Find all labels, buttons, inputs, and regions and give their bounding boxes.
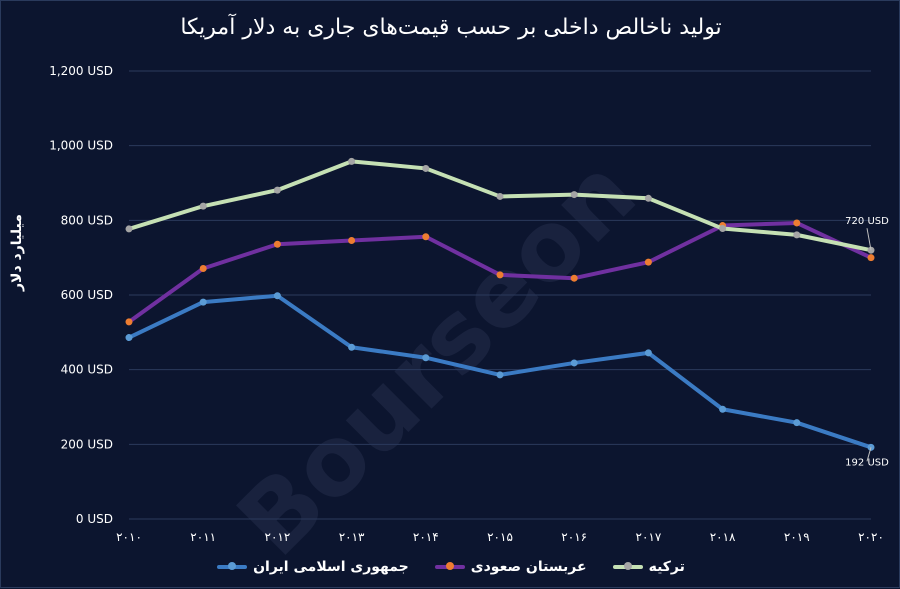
legend-marker	[228, 562, 237, 570]
legend-swatch	[217, 562, 248, 570]
data-point	[793, 419, 801, 427]
y-tick-label: 1,000 USD	[49, 139, 113, 153]
data-point	[199, 298, 207, 306]
data-point	[719, 405, 727, 413]
x-tick-label: ۲۰۱۰	[116, 530, 142, 544]
legend-swatch	[434, 562, 465, 570]
chart-title: تولید ناخالص داخلی بر حسب قیمت‌های جاری …	[180, 15, 722, 40]
data-point	[570, 191, 578, 199]
data-point	[644, 258, 652, 266]
data-point	[125, 318, 133, 326]
data-point	[125, 225, 133, 233]
x-tick-label: ۲۰۱۹	[784, 530, 810, 544]
x-tick-label: ۲۰۲۰	[858, 530, 884, 544]
data-label: 720 USD	[845, 216, 889, 227]
legend-item: جمهوری اسلامی ایران	[217, 559, 409, 575]
x-tick-label: ۲۰۱۱	[190, 530, 216, 544]
data-point	[422, 164, 430, 172]
data-point	[867, 254, 875, 262]
data-point	[273, 292, 281, 300]
data-point	[273, 186, 281, 194]
legend-item: عربستان صعودی	[434, 559, 587, 575]
data-point	[422, 233, 430, 241]
y-tick-label: 800 USD	[61, 213, 113, 227]
legend-label: جمهوری اسلامی ایران	[253, 559, 409, 575]
data-point	[199, 264, 207, 272]
annotation-leader	[866, 228, 872, 251]
x-tick-label: ۲۰۱۳	[339, 530, 365, 544]
x-tick-label: ۲۰۱۷	[636, 530, 662, 544]
x-tick-label: ۲۰۱۴	[413, 530, 439, 544]
x-tick-label: ۲۰۱۶	[561, 530, 587, 544]
x-tick-label: ۲۰۱۵	[487, 530, 513, 544]
legend-marker	[623, 562, 632, 570]
y-tick-label: 600 USD	[61, 288, 113, 302]
legend-marker	[445, 562, 454, 570]
legend: جمهوری اسلامی ایران عربستان صعودی ترکیه	[1, 559, 900, 575]
data-point	[644, 194, 652, 202]
data-point	[644, 349, 652, 357]
data-point	[199, 202, 207, 210]
data-point	[719, 225, 727, 233]
data-point	[570, 359, 578, 367]
y-tick-label: 0 USD	[76, 512, 113, 526]
data-point	[348, 236, 356, 244]
legend-item: ترکیه	[612, 559, 685, 575]
data-point	[496, 192, 504, 200]
data-point	[273, 240, 281, 248]
data-label: 192 USD	[845, 457, 889, 468]
data-point	[793, 231, 801, 239]
data-point	[348, 157, 356, 165]
y-tick-label: 200 USD	[61, 437, 113, 451]
data-point	[496, 371, 504, 379]
x-tick-label: ۲۰۱۲	[265, 530, 291, 544]
data-point	[422, 354, 430, 362]
legend-label: عربستان صعودی	[470, 559, 587, 575]
legend-label: ترکیه	[648, 559, 685, 575]
data-point	[125, 334, 133, 342]
data-point	[570, 274, 578, 282]
annotation-leader	[866, 447, 872, 462]
legend-swatch	[612, 562, 643, 570]
data-point	[496, 271, 504, 279]
y-tick-label: 1,200 USD	[49, 64, 113, 78]
series-line	[128, 159, 872, 253]
data-point	[348, 343, 356, 351]
x-tick-label: ۲۰۱۸	[710, 530, 736, 544]
data-point	[793, 219, 801, 227]
y-tick-label: 400 USD	[61, 363, 113, 377]
